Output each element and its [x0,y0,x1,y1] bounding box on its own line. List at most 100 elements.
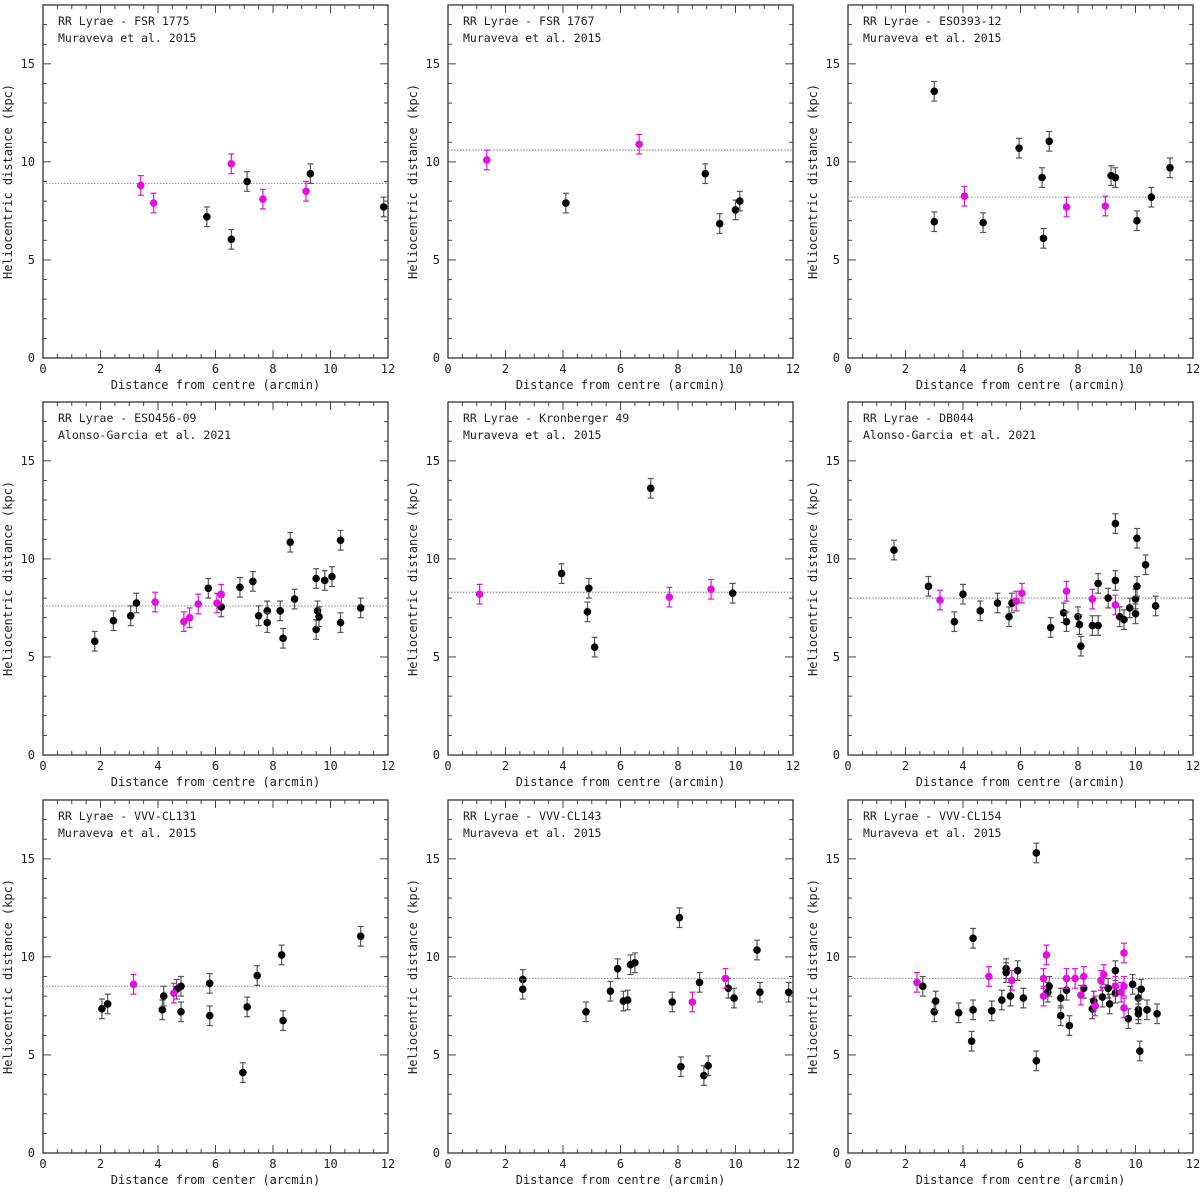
rr-lyrae-point [756,981,764,1003]
plot-frame [847,401,1194,756]
rr-lyrae-point-magenta [1120,975,1128,997]
x-tick-label: 4 [154,759,161,773]
rr-lyrae-point [158,999,167,1021]
rr-lyrae-point [90,630,99,652]
rr-lyrae-point [126,605,135,627]
y-tick-label: 0 [833,748,840,762]
rr-lyrae-point [177,975,185,997]
rr-lyrae-point [1104,587,1112,609]
y-tick-label: 5 [28,1048,35,1062]
rr-lyrae-point [677,1056,685,1078]
data-point [159,992,168,1000]
rr-lyrae-point [1065,1015,1074,1036]
rr-lyrae-point [930,211,939,233]
x-tick-label: 6 [212,362,219,376]
data-point [1111,966,1120,975]
data-point [312,625,320,634]
panel-svg: 0 2 4 6 8 10 12 0 5 10 15 RR Lyrae - ESO393-12 Murav… [806,4,1200,392]
rr-lyrae-point-magenta [936,589,944,611]
data-point [1094,579,1102,588]
x-tick-label: 8 [269,362,276,376]
data-point [1015,144,1023,152]
data-point [263,618,272,627]
rr-lyrae-point [715,213,724,235]
data-point [1005,612,1013,621]
panel-reference: Muraveva et al. 2015 [58,826,196,840]
plot-frame [447,401,794,756]
x-axis-label: Distance from centre (arcmin) [111,378,321,392]
x-axis-label: Distance from centre (arcmin) [916,1173,1126,1187]
rr-lyrae-point [976,600,985,622]
x-tick-label: 0 [844,1157,851,1171]
rr-lyrae-point [646,477,655,499]
data-point [756,988,764,996]
x-tick-label: 4 [154,1157,161,1171]
rr-lyrae-point-magenta [129,973,138,995]
x-tick-label: 10 [728,1157,742,1171]
data-point [204,584,213,593]
data-point [1075,620,1084,629]
rr-lyrae-point [728,582,737,604]
data-point [312,574,320,583]
data-point [1094,621,1102,630]
panel-title: RR Lyrae - ESO393-12 [863,14,1001,28]
rr-lyrae-point [1143,999,1151,1021]
x-tick-label: 0 [444,1157,451,1171]
data-point [562,199,570,207]
panel-reference: Muraveva et al. 2015 [58,31,196,45]
data-point [1120,615,1128,624]
rr-lyrae-point [557,563,566,585]
rr-lyrae-point [924,575,933,597]
rr-lyrae-point-magenta [1012,590,1020,612]
data-point [1002,968,1010,977]
data-point [1101,202,1110,210]
data-point [1137,985,1146,994]
data-point [136,181,145,190]
data-point [129,980,138,989]
x-tick-label: 12 [1186,1157,1200,1171]
x-tick-label: 2 [97,1157,104,1171]
data-point [623,996,632,1004]
panel-title: RR Lyrae - VVV-CL131 [58,809,197,823]
data-point [1071,974,1079,983]
rr-lyrae-point-magenta [688,991,697,1013]
rr-lyrae-point [1120,609,1128,631]
data-point [1131,610,1140,618]
panel-svg: 0 2 4 6 8 10 12 0 5 10 15 RR Lyrae - DB044 Alonso-Ga… [806,401,1200,789]
rr-lyrae-point [695,971,704,993]
data-point [930,87,939,96]
data-point [205,1011,214,1020]
data-point [1125,604,1134,612]
x-tick-label: 2 [902,759,909,773]
rr-lyrae-point [736,190,744,212]
rr-lyrae-point-magenta [213,592,221,614]
rr-lyrae-point [109,610,118,632]
rr-lyrae-point-magenta [1111,975,1120,997]
rr-lyrae-point-magenta [960,185,969,207]
data-point [736,197,744,205]
data-point [715,219,724,228]
data-point [677,1062,685,1071]
data-point [967,1037,976,1046]
rr-lyrae-point [1133,210,1141,232]
rr-lyrae-point [1166,157,1174,179]
rr-lyrae-point [312,619,320,640]
x-tick-label: 0 [844,362,851,376]
x-tick-label: 10 [728,362,742,376]
panel-title: RR Lyrae - DB044 [863,411,974,425]
panel-reference: Muraveva et al. 2015 [863,826,1001,840]
data-point [177,1008,185,1016]
data-point [259,195,267,203]
panel-reference: Muraveva et al. 2015 [463,826,601,840]
rr-lyrae-point-magenta [170,982,178,1004]
x-tick-label: 8 [674,759,681,773]
rr-lyrae-point [1088,615,1097,636]
data-point [1117,988,1125,996]
rr-lyrae-point [954,1002,963,1024]
x-tick-label: 8 [674,1157,681,1171]
y-tick-label: 10 [826,552,840,566]
scatter-panel: 0 2 4 6 8 10 12 0 5 10 15 RR Lyrae - VVV-CL154 Murav… [805,795,1200,1192]
data-point [918,982,927,991]
data-point [950,617,959,626]
x-tick-label: 10 [323,362,337,376]
